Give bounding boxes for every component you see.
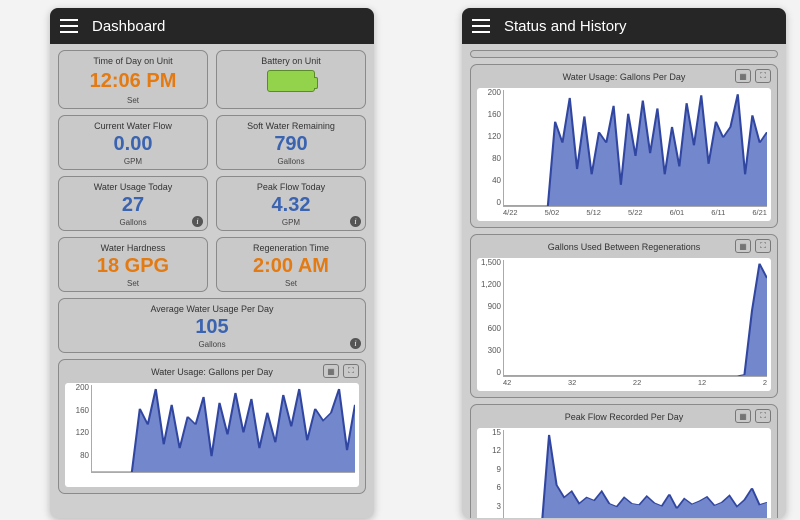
- card-value: 105: [65, 316, 359, 338]
- card-title: Time of Day on Unit: [65, 56, 201, 66]
- card-soft-water-remaining[interactable]: Soft Water Remaining 790 Gallons: [216, 115, 366, 170]
- card-value: 27: [65, 194, 201, 216]
- table-view-icon[interactable]: ▦: [735, 409, 751, 423]
- card-sub: Set: [65, 96, 201, 105]
- card-title: Water Usage Today: [65, 182, 201, 192]
- menu-icon[interactable]: [472, 19, 490, 33]
- dashboard-content: Time of Day on Unit 12:06 PM Set Battery…: [50, 44, 374, 500]
- chart-stub: [470, 50, 778, 58]
- card-regeneration-time[interactable]: Regeneration Time 2:00 AM Set: [216, 237, 366, 292]
- card-title: Soft Water Remaining: [223, 121, 359, 131]
- card-value: 790: [223, 133, 359, 155]
- chart-water-usage-per-day[interactable]: Water Usage: Gallons Per Day ▦ ⛶ 2001601…: [470, 64, 778, 228]
- card-sub: Set: [223, 279, 359, 288]
- card-title: Average Water Usage Per Day: [65, 304, 359, 314]
- chart-title: Water Usage: Gallons per Day: [151, 367, 273, 377]
- appbar: Status and History: [462, 8, 786, 44]
- card-value: 12:06 PM: [65, 70, 201, 92]
- info-icon[interactable]: i: [192, 216, 203, 227]
- chart-title: Gallons Used Between Regenerations: [548, 242, 701, 252]
- expand-icon[interactable]: ⛶: [755, 409, 771, 423]
- card-value: 18 GPG: [65, 255, 201, 277]
- card-value: 2:00 AM: [223, 255, 359, 277]
- battery-icon: [267, 70, 315, 92]
- card-sub: GPM: [65, 157, 201, 166]
- chart-peak-flow-per-day[interactable]: Peak Flow Recorded Per Day ▦ ⛶ 15129630: [470, 404, 778, 518]
- card-water-hardness[interactable]: Water Hardness 18 GPG Set: [58, 237, 208, 292]
- card-usage-today[interactable]: Water Usage Today 27 Gallons i: [58, 176, 208, 231]
- card-title: Regeneration Time: [223, 243, 359, 253]
- info-icon[interactable]: i: [350, 216, 361, 227]
- chart-water-usage[interactable]: Water Usage: Gallons per Day ▦ ⛶ 2001601…: [58, 359, 366, 494]
- menu-icon[interactable]: [60, 19, 78, 33]
- card-title: Peak Flow Today: [223, 182, 359, 192]
- chart-title: Peak Flow Recorded Per Day: [565, 412, 684, 422]
- appbar: Dashboard: [50, 8, 374, 44]
- card-current-flow[interactable]: Current Water Flow 0.00 GPM: [58, 115, 208, 170]
- card-sub: GPM: [223, 218, 359, 227]
- chart-gallons-between-regen[interactable]: Gallons Used Between Regenerations ▦ ⛶ 1…: [470, 234, 778, 398]
- expand-icon[interactable]: ⛶: [343, 364, 359, 378]
- card-sub: Gallons: [65, 218, 201, 227]
- table-view-icon[interactable]: ▦: [735, 69, 751, 83]
- card-sub: Gallons: [223, 157, 359, 166]
- card-battery[interactable]: Battery on Unit: [216, 50, 366, 109]
- appbar-title: Status and History: [504, 18, 627, 35]
- dashboard-screen: Dashboard Time of Day on Unit 12:06 PM S…: [50, 8, 374, 518]
- info-icon[interactable]: i: [350, 338, 361, 349]
- card-peak-flow-today[interactable]: Peak Flow Today 4.32 GPM i: [216, 176, 366, 231]
- card-title: Current Water Flow: [65, 121, 201, 131]
- status-history-screen: Status and History Water Usage: Gallons …: [462, 8, 786, 518]
- chart-title: Water Usage: Gallons Per Day: [563, 72, 686, 82]
- card-title: Battery on Unit: [223, 56, 359, 66]
- card-sub: Set: [65, 279, 201, 288]
- appbar-title: Dashboard: [92, 18, 165, 35]
- history-content: Water Usage: Gallons Per Day ▦ ⛶ 2001601…: [462, 44, 786, 518]
- card-sub: Gallons: [65, 340, 359, 349]
- expand-icon[interactable]: ⛶: [755, 69, 771, 83]
- card-title: Water Hardness: [65, 243, 201, 253]
- card-value: 0.00: [65, 133, 201, 155]
- expand-icon[interactable]: ⛶: [755, 239, 771, 253]
- card-value: 4.32: [223, 194, 359, 216]
- table-view-icon[interactable]: ▦: [735, 239, 751, 253]
- card-sub: [223, 96, 359, 105]
- card-time-of-day[interactable]: Time of Day on Unit 12:06 PM Set: [58, 50, 208, 109]
- table-view-icon[interactable]: ▦: [323, 364, 339, 378]
- card-average-usage[interactable]: Average Water Usage Per Day 105 Gallons …: [58, 298, 366, 353]
